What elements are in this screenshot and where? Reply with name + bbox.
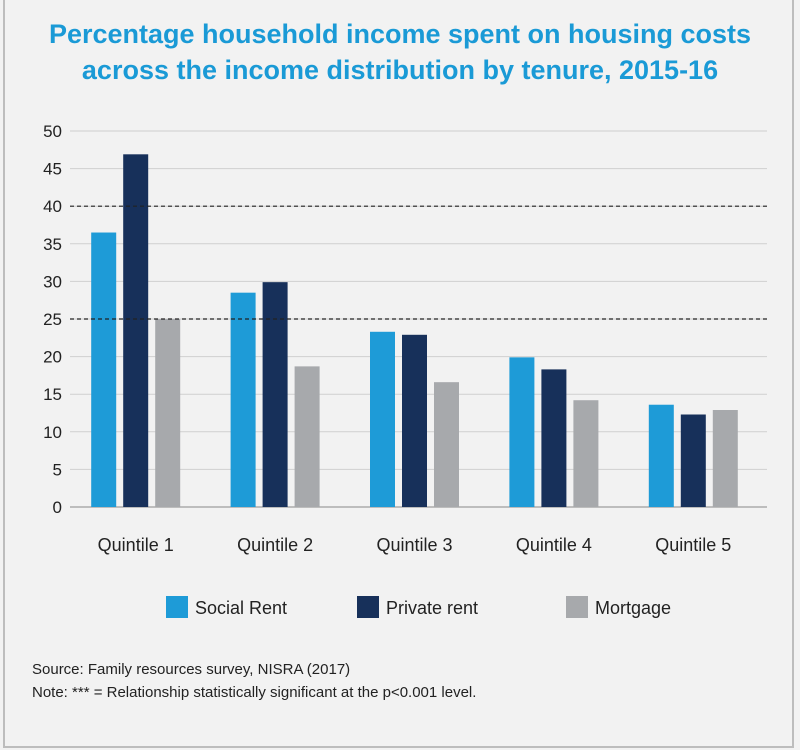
chart-title-line-2: across the income distribution by tenure… bbox=[81, 55, 719, 85]
bar-mortgage bbox=[712, 409, 738, 507]
y-tick-label: 25 bbox=[43, 310, 62, 329]
chart-title-line-1: Percentage household income spent on hou… bbox=[48, 19, 752, 49]
source-note: Source: Family resources survey, NISRA (… bbox=[32, 661, 351, 678]
y-tick-label: 10 bbox=[43, 423, 62, 442]
bar-private-rent bbox=[123, 154, 149, 507]
bar-social-rent bbox=[509, 357, 535, 507]
bar-mortgage bbox=[434, 382, 459, 507]
y-tick-label: 40 bbox=[43, 197, 62, 216]
legend-swatch bbox=[166, 596, 188, 618]
significance-note: Note: *** = Relationship statistically s… bbox=[32, 684, 477, 701]
y-tick-label: 15 bbox=[43, 385, 62, 404]
x-tick-label: Quintile 1 bbox=[98, 535, 174, 555]
x-tick-label: Quintile 2 bbox=[237, 535, 313, 555]
y-tick-label: 20 bbox=[43, 348, 62, 367]
x-tick-label: Quintile 5 bbox=[655, 535, 731, 555]
y-tick-label: 0 bbox=[53, 498, 62, 517]
x-tick-label: Quintile 4 bbox=[516, 535, 592, 555]
y-tick-label: 45 bbox=[43, 160, 62, 179]
bar-mortgage bbox=[573, 400, 599, 507]
bar-private-rent bbox=[262, 282, 288, 507]
chart-title: Percentage household income spent on hou… bbox=[0, 16, 800, 88]
bar-private-rent bbox=[680, 414, 706, 507]
chart-notes: Source: Family resources survey, NISRA (… bbox=[32, 658, 476, 704]
bar-social-rent bbox=[370, 331, 395, 507]
bar-social-rent bbox=[91, 232, 117, 507]
bar-mortgage bbox=[155, 319, 181, 507]
bar-private-rent bbox=[402, 334, 427, 507]
y-tick-label: 50 bbox=[43, 122, 62, 141]
y-tick-label: 30 bbox=[43, 272, 62, 291]
bar-social-rent bbox=[648, 404, 674, 507]
legend-label: Private rent bbox=[386, 598, 478, 618]
bar-private-rent bbox=[541, 369, 567, 507]
y-tick-label: 35 bbox=[43, 235, 62, 254]
legend-label: Social Rent bbox=[195, 598, 287, 618]
legend-swatch bbox=[357, 596, 379, 618]
x-tick-label: Quintile 3 bbox=[376, 535, 452, 555]
bar-mortgage bbox=[294, 366, 320, 507]
y-tick-label: 5 bbox=[53, 460, 62, 479]
bar-social-rent bbox=[230, 292, 256, 507]
legend-label: Mortgage bbox=[595, 598, 671, 618]
legend-swatch bbox=[566, 596, 588, 618]
chart-frame bbox=[3, 0, 794, 748]
